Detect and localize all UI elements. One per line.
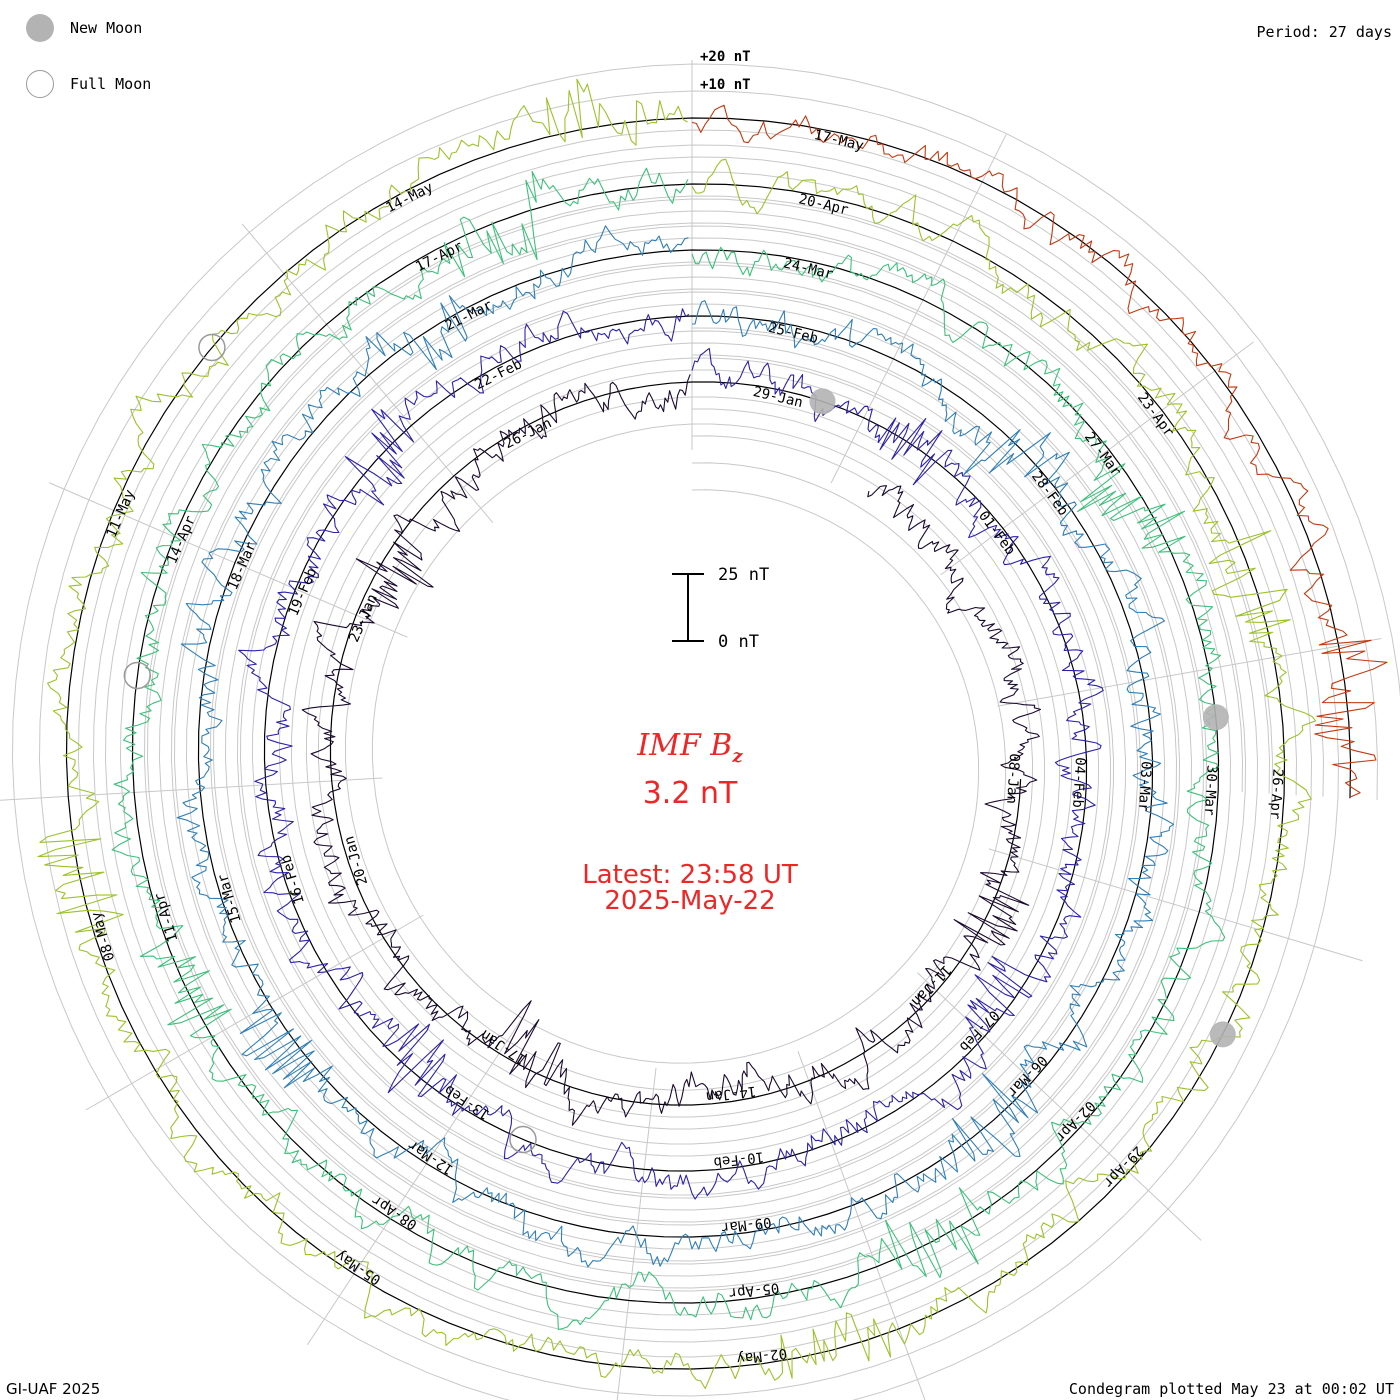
date-label: 12-Mar (405, 1136, 456, 1177)
series-trace (238, 308, 1104, 1200)
grid-spiral (119, 171, 1298, 1316)
date-label: 30-Mar (1201, 765, 1220, 816)
date-label: 14-Jan (705, 1083, 757, 1105)
date-label: 16-Feb (278, 853, 308, 906)
scale-bar-bottom-label: 0 nT (718, 632, 759, 652)
grid-spiral (173, 225, 1244, 1262)
scale-bar: 25 nT 0 nT (672, 565, 769, 652)
date-label: 08-Jan (1003, 753, 1022, 804)
grid-spoke (988, 848, 1363, 962)
current-value: 3.2 nT (642, 776, 738, 811)
latest-date: 2025-May-22 (604, 886, 776, 916)
legend-new-moon: New Moon (26, 14, 142, 42)
date-label: 26-Apr (1267, 768, 1286, 819)
date-label: 01-Feb (975, 508, 1018, 558)
grid-spoke (797, 1051, 926, 1400)
date-label: 23-Jan (346, 592, 381, 645)
new-moon-icon (26, 14, 54, 42)
grid-spiral (38, 90, 1379, 1397)
series-trace (691, 104, 1388, 798)
date-label: 02-Apr (1052, 1097, 1098, 1145)
full-moon-marker (509, 1125, 537, 1154)
quantity-title: IMF Bz (540, 728, 840, 767)
grid-spoke (616, 1067, 657, 1400)
date-label: 11-May (104, 487, 139, 540)
date-label: 20-Jan (341, 834, 371, 887)
date-label: 29-Jan (751, 384, 804, 411)
grid-spoke (997, 637, 1382, 707)
date-label: 29-Apr (1100, 1143, 1146, 1191)
date-label: 07-Feb (956, 1007, 1002, 1055)
grid-spiral (92, 144, 1325, 1343)
grid-layer (0, 60, 1400, 1400)
quantity-subscript: z (732, 746, 743, 767)
legend-new-moon-label: New Moon (70, 19, 143, 37)
legend-full-moon-label: Full Moon (70, 75, 152, 93)
grid-label-20nt: +20 nT (700, 49, 751, 65)
date-label: 10-Feb (713, 1148, 765, 1170)
plotted-label: Condegram plotted May 23 at 00:02 UT (1068, 1380, 1394, 1398)
grid-spoke (0, 777, 383, 801)
period-label: Period: 27 days (1256, 23, 1392, 41)
grid-spoke (49, 482, 408, 638)
grid-spiral (11, 63, 1400, 1400)
series-trace (176, 225, 1175, 1268)
date-label: 09-Mar (720, 1214, 772, 1236)
quantity-main: IMF B (637, 728, 733, 763)
date-label: 25-Feb (767, 320, 820, 347)
date-label: 20-Apr (797, 191, 850, 218)
latest-time: Latest: 23:58 UT (582, 860, 798, 890)
new-moon-marker (1202, 704, 1229, 731)
grid-spoke (917, 972, 1202, 1241)
date-label: 24-Mar (782, 256, 835, 283)
date-label: 19-Feb (286, 566, 321, 619)
series-trace (301, 374, 1042, 1126)
series-layer (37, 78, 1388, 1390)
series-trace (37, 78, 1317, 1390)
date-label: 02-May (736, 1345, 788, 1367)
legend-full-moon: Full Moon (26, 70, 151, 98)
full-moon-icon (26, 70, 54, 98)
full-moon-marker (198, 333, 226, 362)
scale-bar-top-label: 25 nT (718, 565, 769, 585)
date-label: 28-Feb (1028, 469, 1071, 519)
series-trace (111, 167, 1226, 1331)
date-label: 04-Feb (1069, 757, 1088, 808)
date-label: 17-May (812, 127, 865, 154)
date-label: 18-Mar (225, 540, 260, 593)
date-label: 03-Mar (1135, 761, 1154, 812)
new-moon-marker (1209, 1021, 1236, 1048)
date-label: 14-Apr (164, 514, 199, 567)
full-moon-marker (123, 661, 152, 690)
date-label: 05-Apr (728, 1279, 780, 1301)
moon-layer (123, 333, 1236, 1154)
new-moon-marker (809, 388, 836, 415)
grid-label-10nt: +10 nT (700, 77, 751, 93)
date-label: 27-Mar (1081, 429, 1124, 479)
date-label: 17-Jan (478, 1026, 529, 1067)
date-label: 08-Apr (369, 1191, 420, 1232)
credit-label: GI-UAF 2025 (6, 1380, 101, 1398)
